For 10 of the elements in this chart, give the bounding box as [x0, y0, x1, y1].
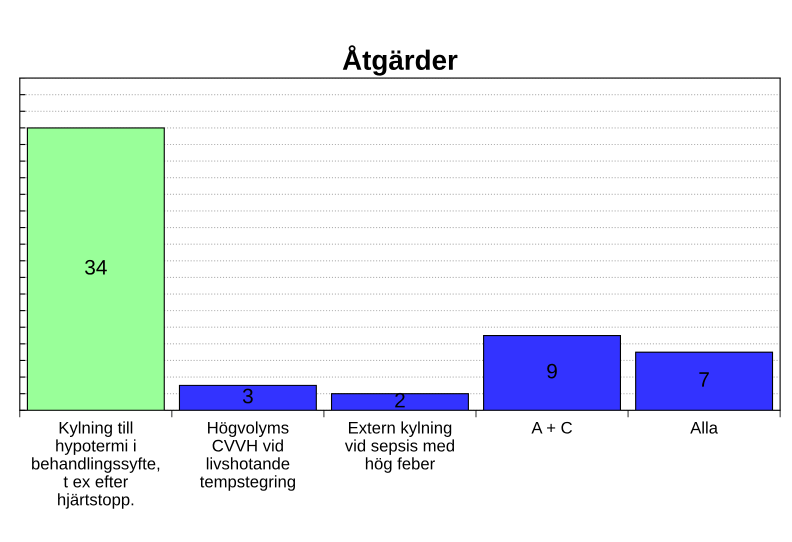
data-label: 7: [699, 372, 709, 387]
data-label: 3: [242, 388, 253, 404]
chart-title: Åtgärder: [342, 45, 458, 76]
x-tick-label: Extern kylning vid sepsis med hög feber: [344, 421, 454, 473]
data-label: 34: [85, 260, 107, 275]
x-tick-label: Högvolyms CVVH vid livshotande tempstegring: [200, 421, 295, 491]
x-tick-label: A + C: [531, 422, 572, 434]
x-tick-label: Kylning till hypotermi i behandlingssyfte, t ex efter hjärtstopp.: [32, 421, 160, 509]
data-label: 9: [547, 364, 557, 379]
x-tick-label: Alla: [690, 421, 718, 434]
